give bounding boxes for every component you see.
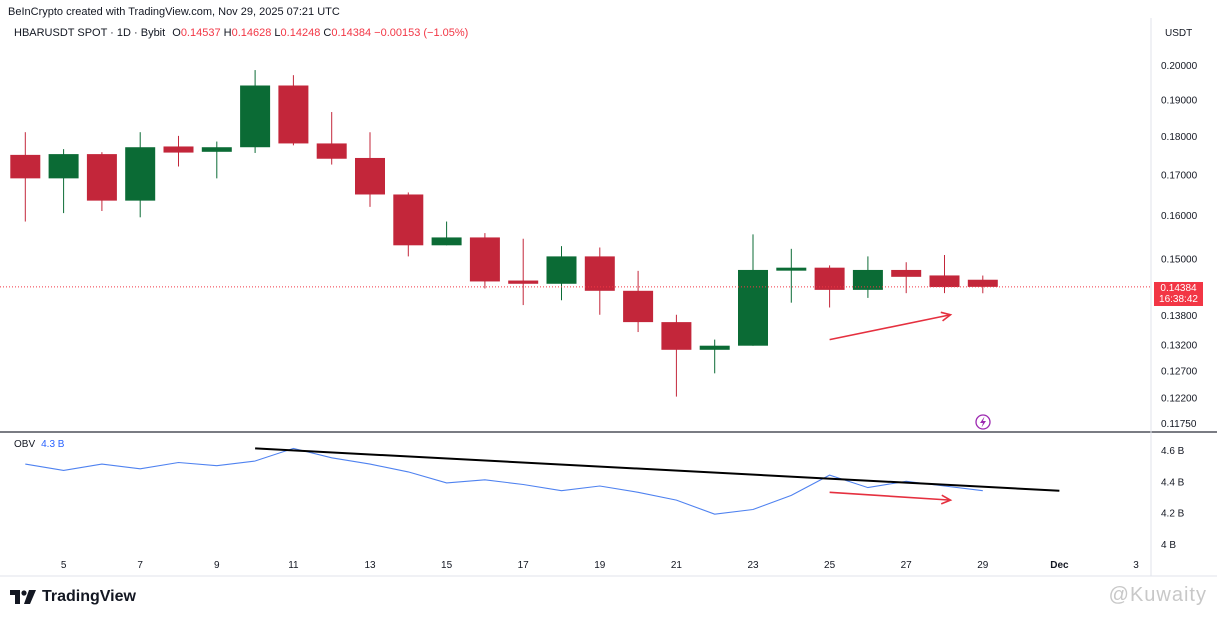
bar-countdown: 16:38:42 bbox=[1159, 294, 1198, 305]
candle-body bbox=[316, 143, 347, 159]
candle-body bbox=[546, 256, 577, 284]
high-key: H bbox=[223, 27, 232, 39]
obv-trendline bbox=[255, 447, 1060, 492]
candle-body bbox=[125, 147, 156, 201]
obv-legend[interactable]: OBV 4.3 B bbox=[14, 439, 64, 450]
candle-body bbox=[584, 256, 615, 291]
price-tick-label: 0.12200 bbox=[1161, 394, 1198, 405]
obv-tick-label: 4 B bbox=[1161, 540, 1176, 551]
candle-body bbox=[48, 154, 79, 179]
candle-body bbox=[201, 147, 232, 152]
open-key: O bbox=[172, 27, 181, 39]
price-tick-label: 0.19000 bbox=[1161, 96, 1198, 107]
price-rise-arrow bbox=[829, 313, 951, 341]
time-tick-label: 25 bbox=[824, 560, 836, 571]
time-tick-label: 7 bbox=[137, 560, 143, 571]
candle-body bbox=[738, 269, 768, 346]
candle-body bbox=[10, 154, 41, 179]
obv-fall-arrow bbox=[829, 491, 951, 501]
lightning-icon bbox=[980, 416, 986, 428]
candle-body bbox=[240, 85, 271, 148]
obv-fall-arrow-head bbox=[940, 494, 953, 505]
candle-body bbox=[355, 157, 385, 195]
open-value: 0.14537 bbox=[180, 27, 221, 39]
price-tick-label: 0.17000 bbox=[1161, 170, 1198, 181]
price-tick-label: 0.12700 bbox=[1161, 367, 1198, 378]
low-value: 0.14248 bbox=[280, 27, 321, 39]
low-key: L bbox=[274, 27, 281, 39]
time-tick-label: 13 bbox=[364, 560, 376, 571]
candle-body bbox=[393, 194, 424, 246]
obv-name: OBV bbox=[14, 439, 36, 450]
candle-body bbox=[967, 279, 998, 287]
time-tick-label: 19 bbox=[594, 560, 606, 571]
time-tick-label: 9 bbox=[214, 560, 220, 571]
price-rise-arrow-head bbox=[940, 311, 953, 322]
obv-tick-label: 4.6 B bbox=[1161, 446, 1185, 457]
close-value: 0.14384 bbox=[331, 27, 372, 39]
obv-tick-label: 4.4 B bbox=[1161, 477, 1185, 488]
price-tick-label: 0.16000 bbox=[1161, 211, 1198, 222]
time-tick-label: 11 bbox=[288, 560, 299, 571]
close-key: C bbox=[323, 27, 332, 39]
price-tick-label: 0.11750 bbox=[1161, 419, 1197, 430]
candle-body bbox=[623, 290, 654, 323]
ohlc-legend: HBARUSDT SPOT · 1D · Bybit O0.14537 H0.1… bbox=[14, 27, 468, 39]
chart-credit: BeInCrypto created with TradingView.com,… bbox=[8, 6, 340, 18]
time-tick-label: Dec bbox=[1050, 560, 1069, 571]
price-tick-label: 0.13200 bbox=[1161, 341, 1198, 352]
current-price-value: 0.14384 bbox=[1160, 283, 1197, 294]
time-tick-label: 29 bbox=[977, 560, 989, 571]
time-tick-label: 15 bbox=[441, 560, 453, 571]
time-tick-label: 5 bbox=[61, 560, 67, 571]
obv-line bbox=[25, 447, 983, 515]
tradingview-logo-icon bbox=[10, 590, 36, 604]
candle-body bbox=[699, 345, 730, 350]
brand-name: TradingView bbox=[42, 588, 136, 605]
price-tick-label: 0.15000 bbox=[1161, 255, 1198, 266]
candle-body bbox=[469, 237, 500, 282]
price-tick-label: 0.18000 bbox=[1161, 132, 1198, 143]
change-value: −0.00153 (−1.05%) bbox=[374, 27, 469, 39]
candle-body bbox=[852, 269, 883, 290]
candle-body bbox=[431, 237, 462, 246]
time-tick-label: 23 bbox=[747, 560, 759, 571]
watermark: @Kuwaity bbox=[1108, 584, 1207, 606]
candle-body bbox=[278, 85, 309, 144]
candle-body bbox=[163, 146, 194, 153]
candle-body bbox=[86, 154, 117, 201]
tradingview-logo[interactable]: TradingView bbox=[10, 588, 136, 606]
candle-body bbox=[891, 269, 922, 277]
candle-body bbox=[776, 267, 807, 271]
time-tick-label: 27 bbox=[901, 560, 913, 571]
obv-tick-label: 4.2 B bbox=[1161, 509, 1185, 520]
high-value: 0.14628 bbox=[231, 27, 272, 39]
candle-body bbox=[661, 322, 692, 350]
price-tick-label: 0.13800 bbox=[1161, 311, 1198, 322]
time-tick-label: 21 bbox=[671, 560, 683, 571]
candle-body bbox=[929, 275, 960, 288]
currency-label[interactable]: USDT bbox=[1165, 27, 1193, 39]
symbol-label[interactable]: HBARUSDT SPOT · 1D · Bybit bbox=[14, 27, 166, 39]
candle-body bbox=[814, 267, 845, 290]
current-price-tag: 0.14384 16:38:42 bbox=[1154, 282, 1203, 306]
price-tick-label: 0.20000 bbox=[1161, 61, 1198, 72]
candle-body bbox=[508, 280, 539, 284]
obv-value: 4.3 B bbox=[41, 439, 65, 450]
time-tick-label: 17 bbox=[518, 560, 530, 571]
time-tick-label: 3 bbox=[1133, 560, 1139, 571]
